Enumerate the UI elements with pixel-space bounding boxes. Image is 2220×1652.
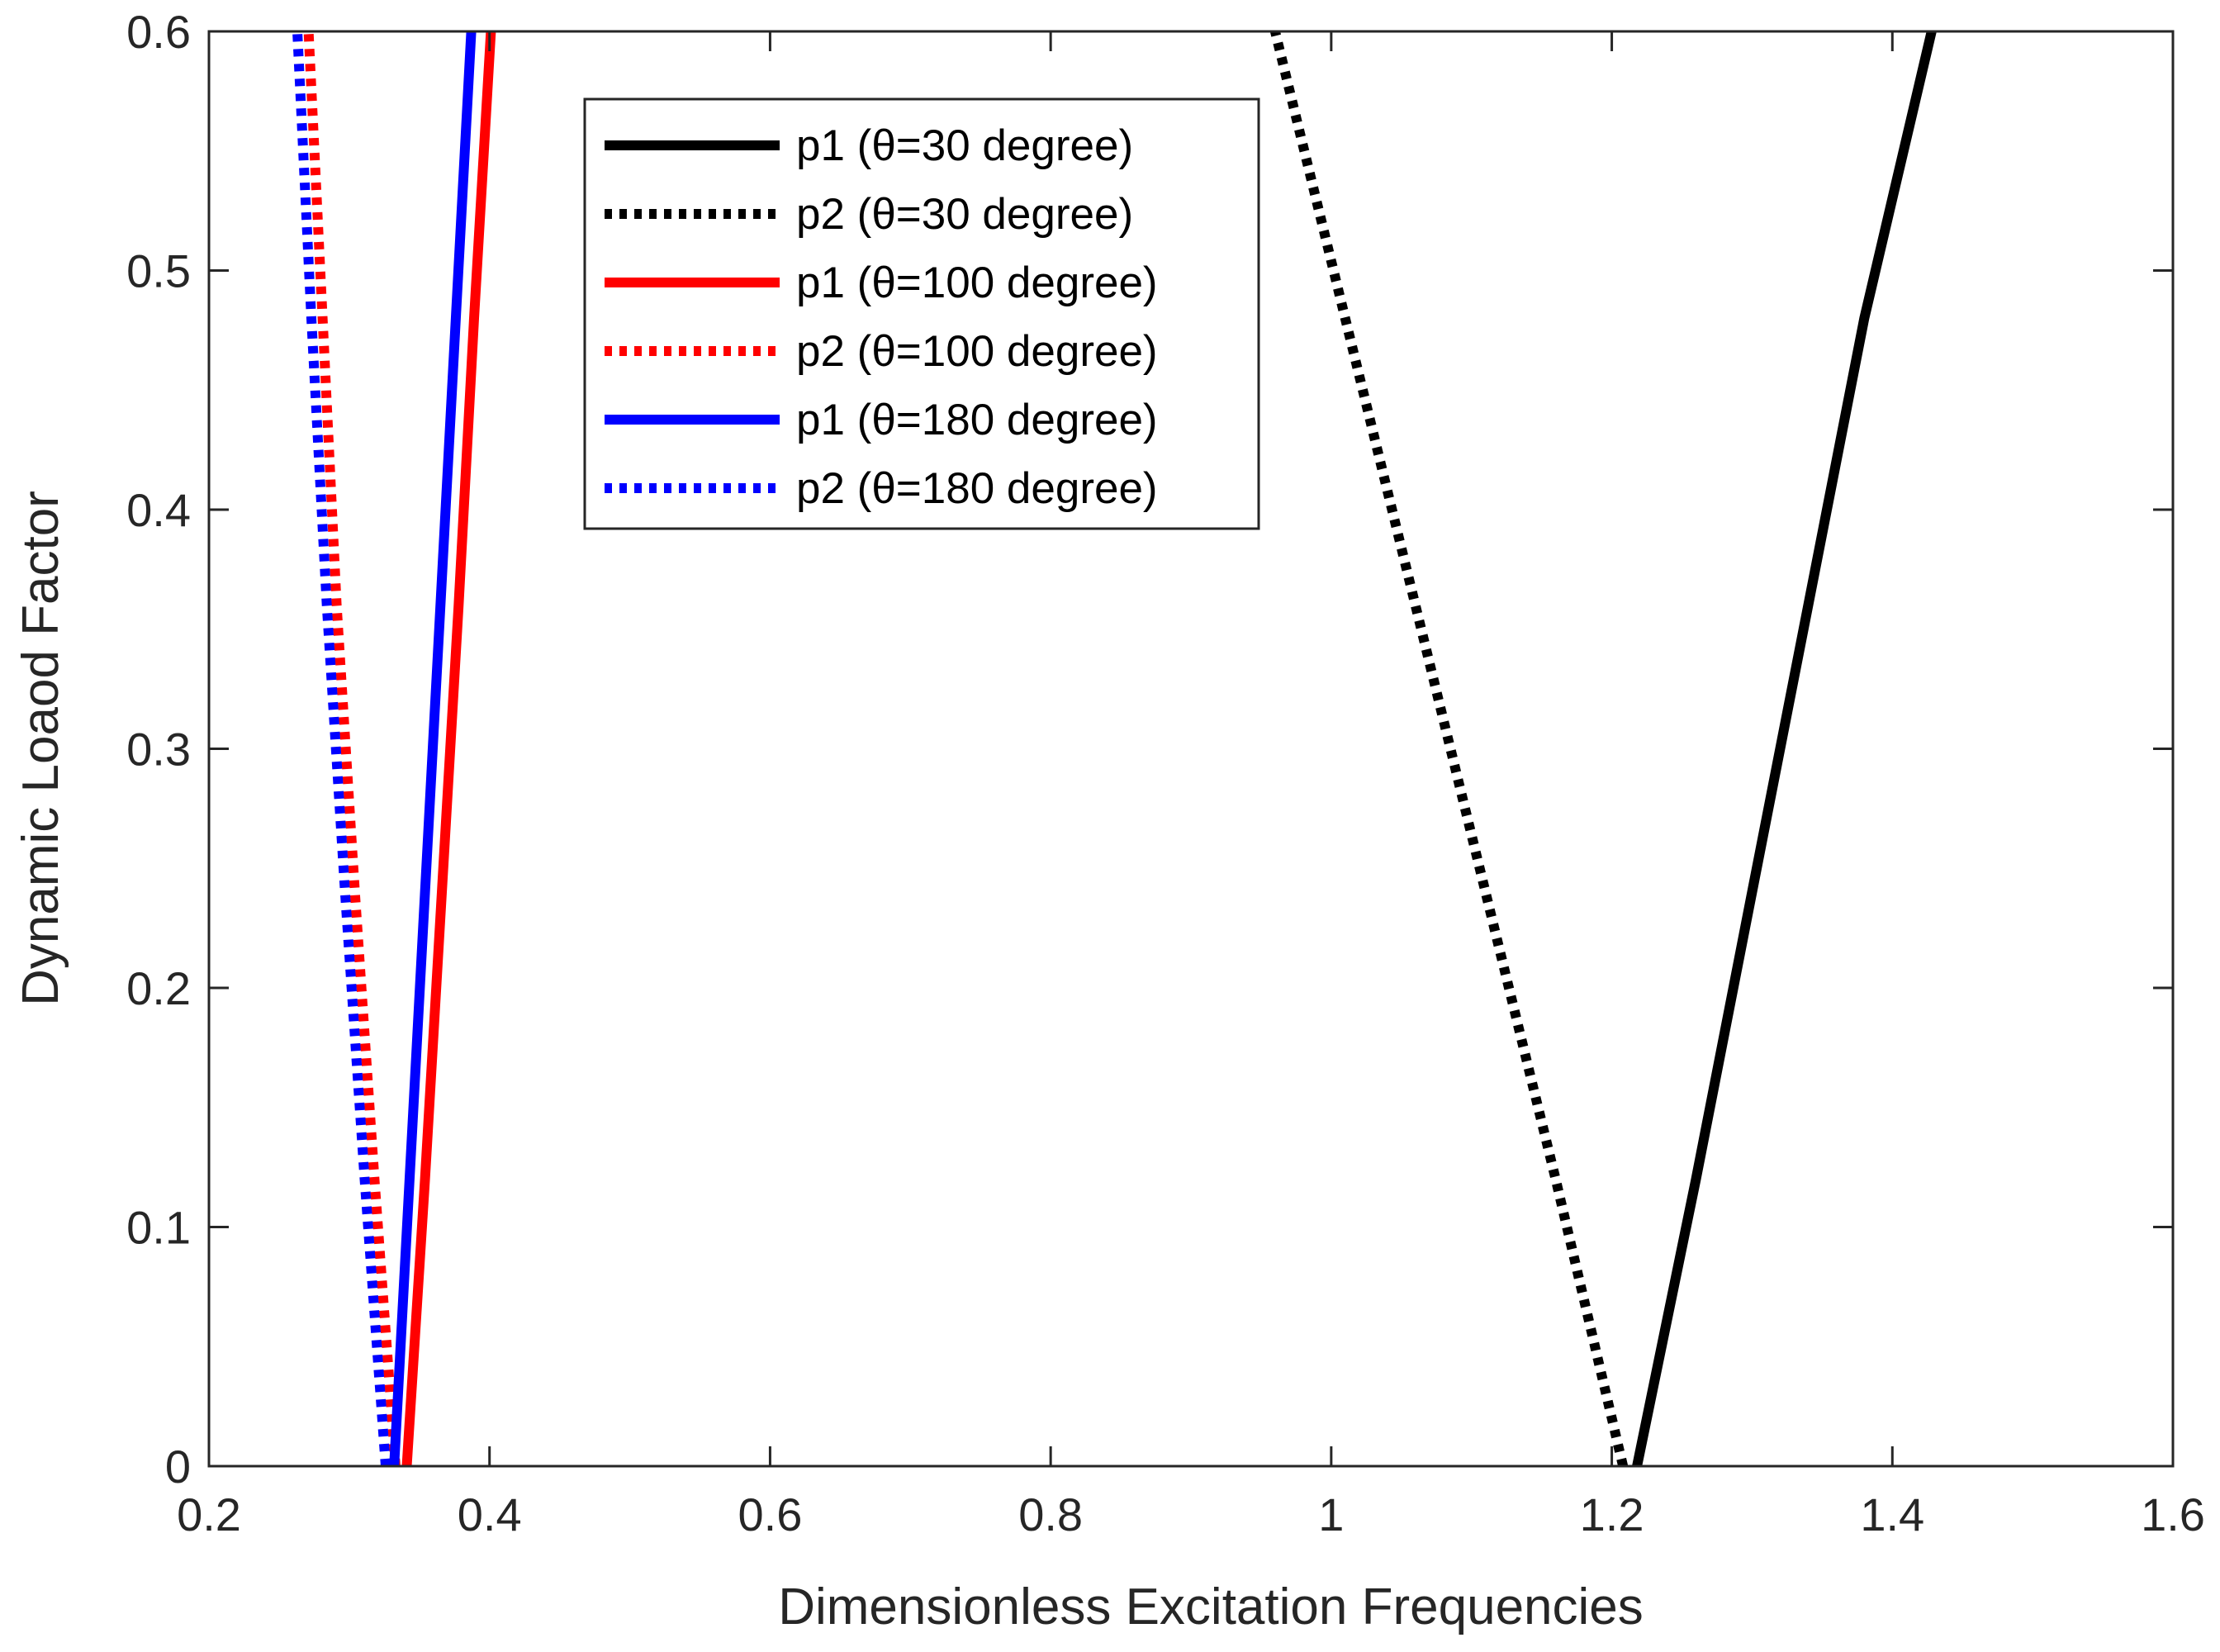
plot-frame bbox=[207, 30, 2175, 1468]
x-tick-label: 0.6 bbox=[738, 1488, 802, 1540]
y-tick-label: 0.3 bbox=[126, 724, 191, 776]
x-tick-label: 1 bbox=[1318, 1488, 1344, 1540]
y-tick-label: 0.5 bbox=[126, 245, 191, 297]
legend-label-6: p2 (θ=180 degree) bbox=[796, 464, 1158, 513]
x-tick-label: 0.4 bbox=[458, 1488, 522, 1540]
legend: p1 (θ=30 degree) p2 (θ=30 degree) p1 (θ=10… bbox=[583, 97, 1260, 530]
x-tick-label: 1.2 bbox=[1580, 1488, 1644, 1540]
y-tick-label: 0.2 bbox=[126, 962, 191, 1014]
series-line-6 bbox=[292, 31, 391, 1466]
tick-labels-layer: 0.2 0.4 0.6 0.8 1 1.2 1.4 1.6 0 0.1 0.2 0.3 0.4 0.5 0.… bbox=[126, 6, 2205, 1540]
y-tick-label: 0.6 bbox=[126, 6, 191, 58]
legend-box bbox=[583, 97, 1260, 530]
legend-label-4: p2 (θ=100 degree) bbox=[796, 327, 1158, 376]
series-line-3 bbox=[401, 31, 496, 1466]
series-line-4 bbox=[303, 31, 401, 1466]
series-line-5 bbox=[389, 31, 477, 1466]
series-line-1 bbox=[1632, 31, 1937, 1466]
x-axis-label: Dimensionless Excitation Frequencies bbox=[778, 1578, 1644, 1635]
y-tick-label: 0.1 bbox=[126, 1202, 191, 1254]
y-axis-label: Dynamic Loaod Factor bbox=[12, 491, 69, 1006]
legend-label-1: p1 (θ=30 degree) bbox=[796, 121, 1133, 170]
legend-label-5: p1 (θ=180 degree) bbox=[796, 396, 1158, 444]
x-tick-label: 1.6 bbox=[2141, 1488, 2205, 1540]
x-tick-label: 0.2 bbox=[177, 1488, 241, 1540]
legend-label-2: p2 (θ=30 degree) bbox=[796, 190, 1133, 239]
y-tick-label: 0 bbox=[165, 1441, 191, 1493]
y-tick-label: 0.4 bbox=[126, 484, 191, 536]
x-tick-label: 1.4 bbox=[1860, 1488, 1924, 1540]
series-layer bbox=[292, 31, 1937, 1466]
x-tick-label: 0.8 bbox=[1018, 1488, 1083, 1540]
legend-label-3: p1 (θ=100 degree) bbox=[796, 259, 1158, 307]
